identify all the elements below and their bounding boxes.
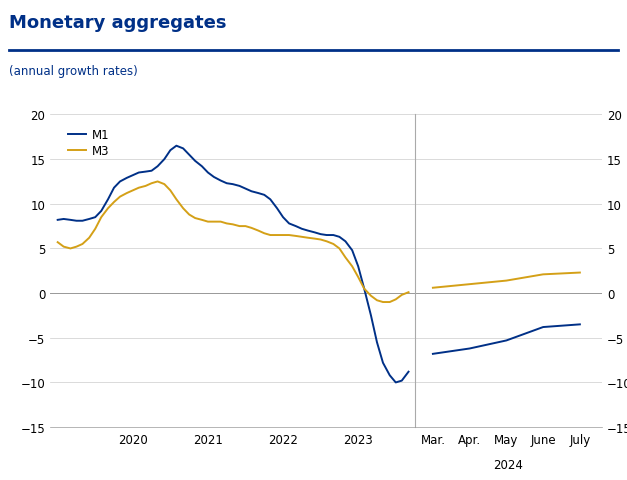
- Legend: M1, M3: M1, M3: [63, 124, 114, 163]
- Text: (annual growth rates): (annual growth rates): [9, 65, 138, 78]
- Text: Monetary aggregates: Monetary aggregates: [9, 14, 227, 32]
- Text: 2024: 2024: [493, 458, 523, 471]
